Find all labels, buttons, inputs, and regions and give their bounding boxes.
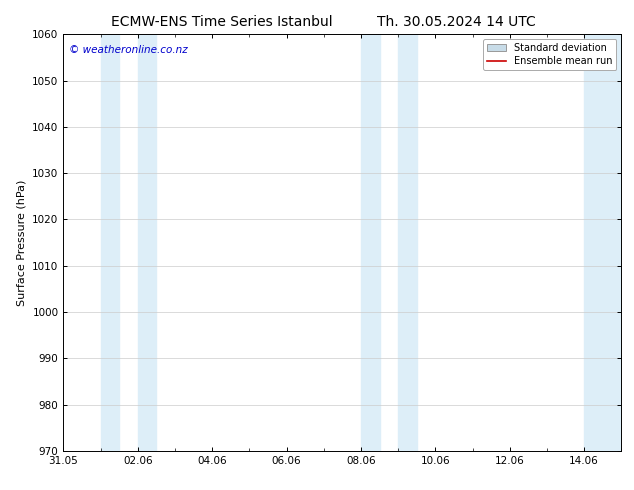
Y-axis label: Surface Pressure (hPa): Surface Pressure (hPa)	[16, 179, 27, 306]
Bar	[584, 34, 621, 451]
Bar	[138, 34, 157, 451]
Text: © weatheronline.co.nz: © weatheronline.co.nz	[69, 45, 188, 55]
Bar	[398, 34, 417, 451]
Legend: Standard deviation, Ensemble mean run: Standard deviation, Ensemble mean run	[483, 39, 616, 70]
Text: Th. 30.05.2024 14 UTC: Th. 30.05.2024 14 UTC	[377, 15, 536, 29]
Bar	[361, 34, 380, 451]
Bar	[101, 34, 119, 451]
Text: ECMW-ENS Time Series Istanbul: ECMW-ENS Time Series Istanbul	[111, 15, 333, 29]
